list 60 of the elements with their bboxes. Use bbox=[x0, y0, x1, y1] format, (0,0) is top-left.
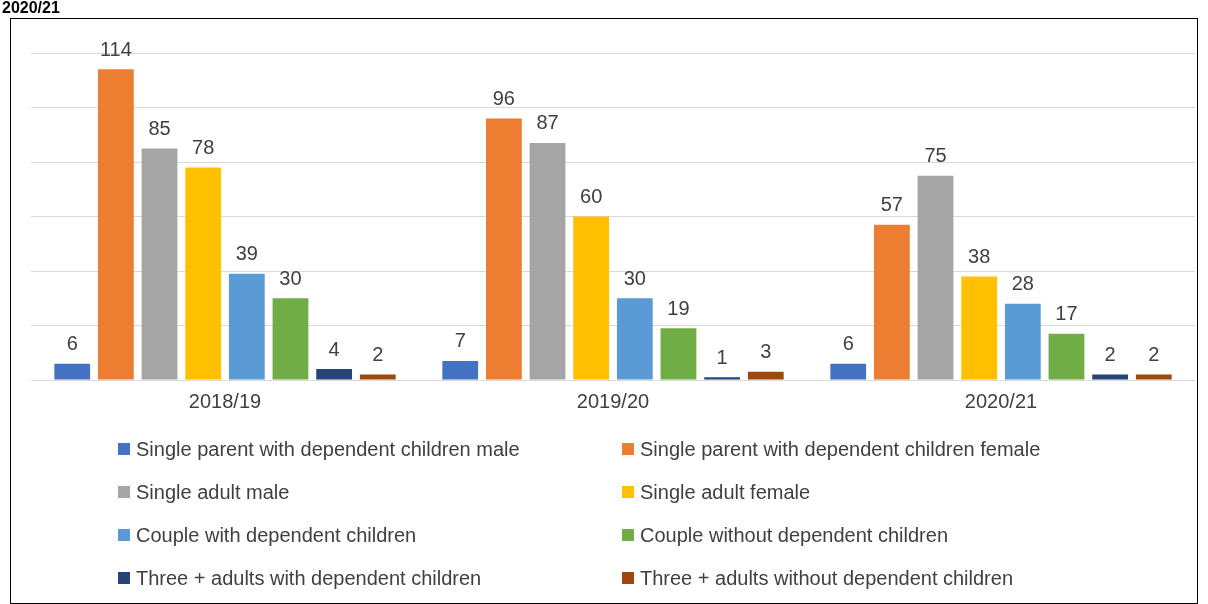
bar bbox=[185, 167, 222, 380]
chart-title: 2020/21 bbox=[2, 0, 60, 16]
data-label: 6 bbox=[66, 332, 78, 355]
bar bbox=[873, 224, 910, 380]
data-label: 87 bbox=[536, 111, 559, 134]
data-label: 6 bbox=[842, 332, 854, 355]
legend-label: Three + adults without dependent children bbox=[640, 566, 1014, 590]
data-label: 96 bbox=[492, 86, 515, 109]
legend-label: Single adult male bbox=[136, 480, 290, 504]
data-label: 39 bbox=[235, 242, 258, 265]
legend-label: Single parent with dependent children female bbox=[640, 437, 1041, 461]
bar bbox=[529, 142, 566, 380]
bar bbox=[1092, 374, 1129, 380]
bar bbox=[228, 273, 265, 380]
data-label: 28 bbox=[1011, 272, 1034, 295]
bar bbox=[97, 69, 134, 380]
data-label: 2 bbox=[372, 343, 384, 366]
bar bbox=[442, 360, 479, 380]
data-label: 17 bbox=[1055, 302, 1078, 325]
x-tick-label: 2020/21 bbox=[964, 389, 1038, 412]
data-label: 75 bbox=[924, 144, 947, 167]
data-label: 1 bbox=[716, 345, 728, 368]
bar bbox=[1135, 374, 1172, 380]
data-label: 7 bbox=[454, 329, 466, 352]
bar bbox=[961, 276, 998, 380]
bar bbox=[485, 118, 522, 380]
bar bbox=[141, 148, 178, 380]
bar bbox=[316, 369, 353, 380]
data-label: 38 bbox=[968, 244, 991, 267]
data-label: 30 bbox=[623, 266, 646, 289]
bar bbox=[917, 175, 954, 380]
bar bbox=[830, 363, 867, 380]
bar bbox=[660, 328, 697, 380]
data-label: 2 bbox=[1104, 343, 1116, 366]
legend-label: Three + adults with dependent children bbox=[136, 566, 482, 590]
legend-label: Single adult female bbox=[640, 480, 811, 504]
x-tick-label: 2018/19 bbox=[188, 389, 262, 412]
data-label: 3 bbox=[760, 340, 772, 363]
legend-label: Couple with dependent children bbox=[136, 523, 417, 547]
data-label: 19 bbox=[667, 296, 690, 319]
bar bbox=[704, 377, 741, 380]
data-label: 57 bbox=[880, 193, 903, 216]
data-label: 85 bbox=[148, 116, 171, 139]
data-label: 78 bbox=[192, 135, 215, 158]
bar bbox=[359, 374, 396, 380]
bar bbox=[1004, 303, 1041, 380]
bar bbox=[272, 298, 309, 380]
data-label: 30 bbox=[279, 266, 302, 289]
bar bbox=[747, 371, 784, 380]
bar bbox=[54, 363, 91, 380]
data-label: 60 bbox=[580, 185, 603, 208]
bar bbox=[1048, 333, 1085, 380]
legend-label: Couple without dependent children bbox=[640, 523, 948, 547]
bar bbox=[616, 298, 653, 380]
data-label: 2 bbox=[1148, 343, 1160, 366]
bar bbox=[573, 216, 610, 380]
data-label: 114 bbox=[99, 37, 132, 60]
legend-label: Single parent with dependent children male bbox=[136, 437, 520, 461]
data-label: 4 bbox=[328, 337, 340, 360]
x-tick-label: 2019/20 bbox=[576, 389, 650, 412]
